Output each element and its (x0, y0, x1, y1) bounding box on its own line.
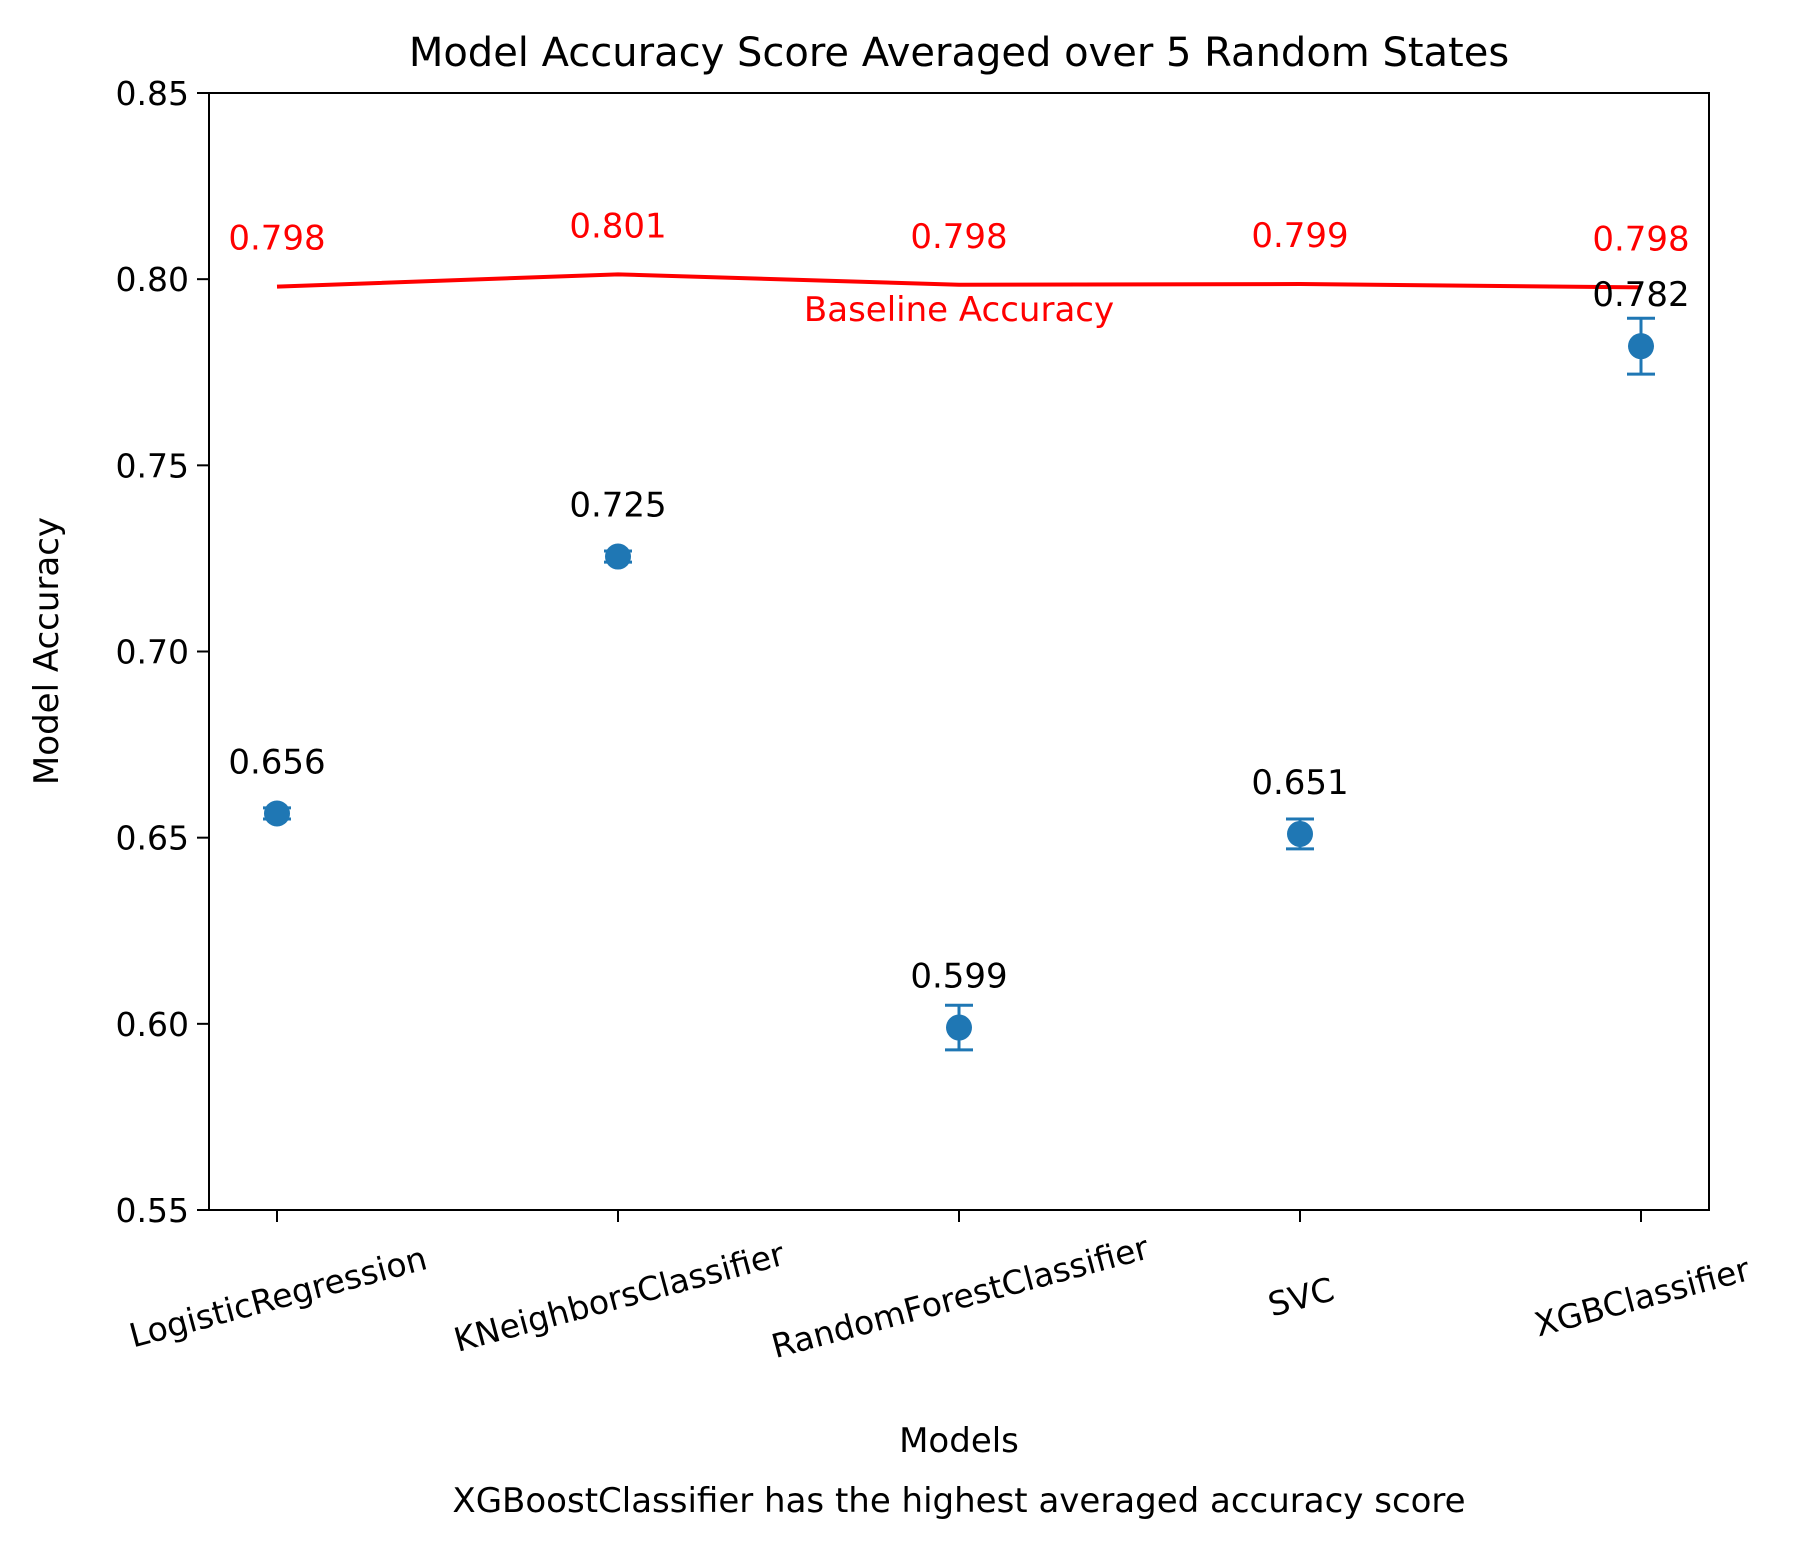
baseline-value-label: 0.799 (1251, 216, 1348, 256)
baseline-value-label: 0.798 (910, 217, 1007, 257)
x-tick-label: SVC (1264, 1269, 1338, 1324)
data-point (1287, 820, 1313, 847)
x-tick-label: LogisticRegression (125, 1238, 431, 1355)
y-tick-label: 0.55 (116, 1191, 189, 1230)
x-tick-label: RandomForestClassifier (767, 1228, 1153, 1366)
baseline-line (276, 272, 1642, 290)
x-axis-label: Models (899, 1421, 1019, 1461)
data-point (605, 543, 631, 570)
baseline-value-label: 0.798 (228, 219, 325, 259)
x-tick-label: XGBClassifier (1530, 1249, 1754, 1344)
x-tick-label: KNeighborsClassifier (450, 1234, 789, 1360)
y-axis-label: Model Accuracy (27, 517, 67, 785)
y-tick-label: 0.60 (116, 1005, 189, 1044)
y-tick-label: 0.85 (116, 74, 189, 113)
baseline-value-label: 0.798 (1592, 219, 1689, 259)
baseline-label: Baseline Accuracy (804, 290, 1114, 330)
data-value-label: 0.651 (1251, 763, 1348, 803)
data-value-label: 0.656 (228, 742, 325, 782)
data-point (1628, 333, 1654, 360)
data-point (946, 1014, 972, 1041)
chart-title: Model Accuracy Score Averaged over 5 Ran… (409, 30, 1509, 76)
y-tick-label: 0.65 (116, 819, 189, 858)
data-value-label: 0.599 (910, 957, 1007, 997)
y-tick-label: 0.80 (116, 260, 189, 299)
data-point (264, 800, 290, 827)
data-value-label: 0.725 (569, 486, 666, 526)
y-tick-label: 0.75 (116, 446, 189, 485)
data-value-label: 0.782 (1592, 275, 1689, 315)
plot-area: 0.55 0.60 0.65 0.70 0.75 0.80 0.85 LogisticRegr… (116, 74, 1755, 1366)
chart-caption: XGBoostClassifier has the highest averag… (452, 1481, 1465, 1521)
y-tick-label: 0.70 (116, 633, 189, 672)
baseline-value-label: 0.801 (569, 206, 666, 246)
plot-frame (208, 92, 1710, 1211)
